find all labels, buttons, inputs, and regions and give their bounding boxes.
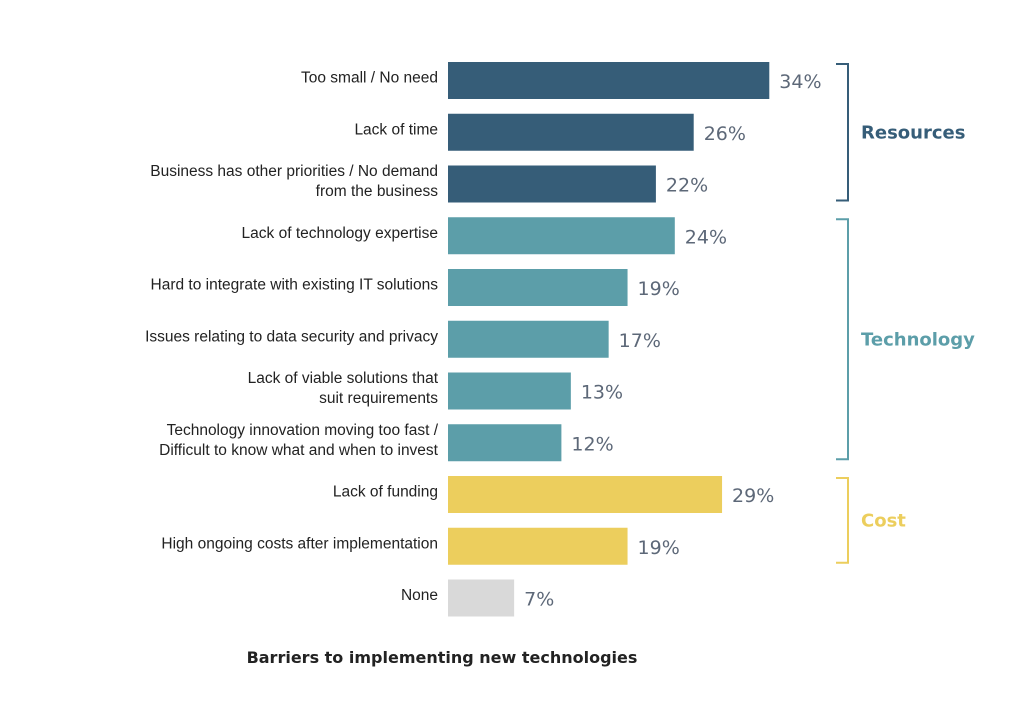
category-label: Technology innovation moving too fast / D… — [159, 422, 439, 459]
chart-title: Barriers to implementing new technologie… — [246, 648, 638, 667]
category-label: Hard to integrate with existing IT solut… — [151, 277, 439, 294]
barriers-bar-chart: Too small / No need Lack of time Business … — [145, 62, 975, 617]
category-label: Too small / No need — [301, 70, 438, 87]
category-label-line: Too small / No need — [301, 70, 438, 87]
bracket-resources — [836, 63, 849, 202]
value-label: 29% — [732, 485, 774, 507]
category-label-line: Lack of time — [354, 121, 438, 138]
bar-1 — [448, 62, 770, 99]
value-label: 7% — [524, 589, 554, 611]
group-label-cost: Cost — [861, 510, 906, 531]
bar-5 — [448, 269, 628, 306]
bar-11 — [448, 579, 515, 617]
category-label-line: Issues relating to data security and pri… — [145, 328, 438, 345]
value-label: 24% — [685, 226, 727, 248]
category-label-line: from the business — [316, 183, 439, 200]
category-label-line: Lack of viable solutions that — [248, 370, 439, 387]
bar-8 — [448, 424, 562, 462]
category-label-line: Lack of funding — [333, 484, 438, 501]
value-label: 22% — [666, 175, 708, 197]
bracket-technology — [836, 218, 849, 461]
value-label: 17% — [619, 330, 661, 352]
category-label-line: suit requirements — [319, 390, 438, 407]
group-label-technology: Technology — [861, 329, 975, 350]
bar-4 — [448, 217, 675, 255]
bar-3 — [448, 165, 656, 203]
category-label: Business has other priorities / No deman… — [150, 163, 438, 200]
bar-2 — [448, 113, 694, 151]
category-label: High ongoing costs after implementation — [161, 535, 438, 552]
bracket-cost — [836, 477, 849, 564]
value-labels-layer: 34% 26% 22% 24% 19% 17% 13% 12% 29% 19% 7% — [524, 71, 821, 611]
category-label-line: High ongoing costs after implementation — [161, 535, 438, 552]
category-label-line: Hard to integrate with existing IT solut… — [151, 277, 439, 294]
bar-6 — [448, 320, 609, 358]
value-label: 12% — [571, 433, 613, 455]
value-label: 19% — [638, 537, 680, 559]
category-label-line: None — [401, 587, 438, 604]
category-label-line: Technology innovation moving too fast / — [167, 422, 439, 439]
bars-layer — [448, 62, 770, 617]
bar-7 — [448, 372, 571, 410]
category-label-line: Difficult to know what and when to inves… — [159, 442, 439, 459]
value-label: 34% — [779, 71, 821, 93]
bar-9 — [448, 476, 723, 513]
value-label: 13% — [581, 382, 623, 404]
category-label: Lack of funding — [333, 484, 438, 501]
category-label: None — [401, 587, 438, 604]
category-label: Lack of viable solutions that suit requir… — [248, 370, 439, 407]
group-label-resources: Resources — [861, 122, 965, 143]
category-label-line: Business has other priorities / No deman… — [150, 163, 438, 180]
value-label: 26% — [704, 123, 746, 145]
category-label-line: Lack of technology expertise — [242, 225, 438, 242]
bar-10 — [448, 527, 628, 565]
category-label: Lack of time — [354, 121, 438, 138]
value-label: 19% — [638, 278, 680, 300]
category-labels-layer: Too small / No need Lack of time Business … — [145, 70, 439, 605]
group-brackets-layer: Resources Technology Cost — [836, 63, 975, 564]
category-label: Lack of technology expertise — [242, 225, 438, 242]
category-label: Issues relating to data security and pri… — [145, 328, 438, 345]
